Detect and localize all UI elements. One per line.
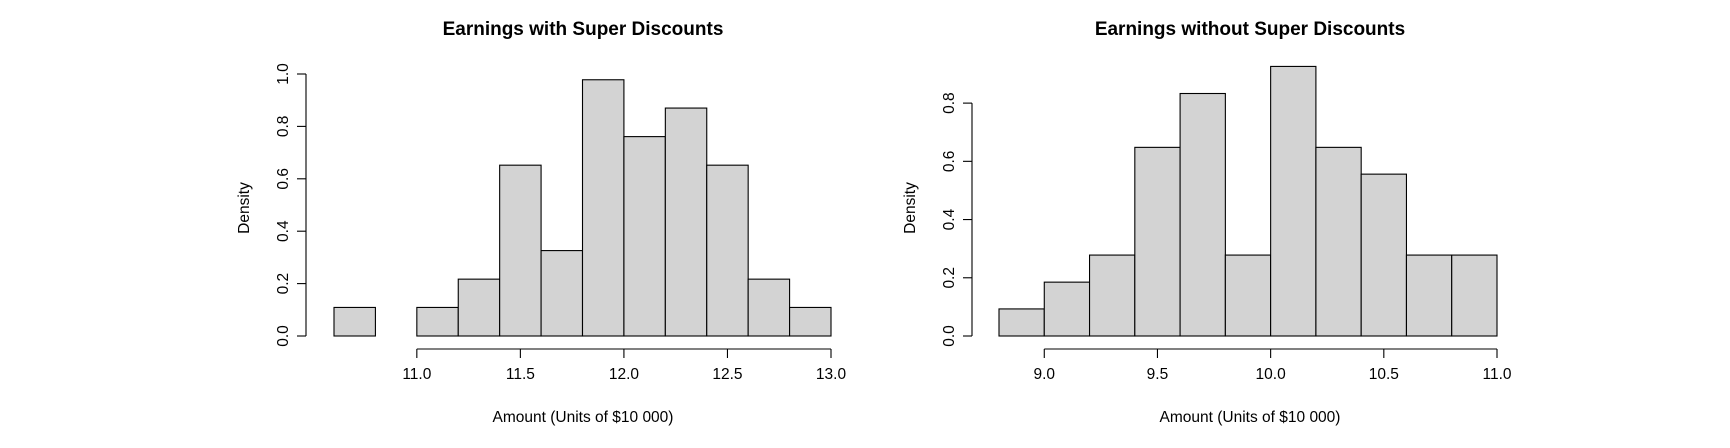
chart-title: Earnings without Super Discounts [1095, 19, 1405, 40]
y-axis: 0.0 0.2 0.4 0.6 0.8 1.0 [275, 63, 307, 347]
y-tick-label: 0.2 [941, 267, 958, 289]
histogram-bar [333, 306, 376, 337]
x-tick-label: 10.5 [1369, 366, 1399, 383]
x-tick-label: 9.0 [1033, 366, 1055, 383]
y-axis: 0.0 0.2 0.4 0.6 0.8 [941, 92, 973, 347]
x-tick-label: 12.0 [609, 366, 640, 383]
bars [333, 79, 832, 337]
histogram-bar [706, 164, 749, 337]
bars [998, 65, 1498, 337]
x-tick-label: 12.5 [712, 366, 742, 383]
histogram-panel-without-super-discounts: Earnings without Super Discounts Amount … [902, 19, 1512, 426]
histogram-bar [747, 278, 791, 337]
histogram-bar [1088, 254, 1136, 337]
histogram-bar [1451, 254, 1498, 337]
y-tick-label: 0.4 [275, 220, 292, 242]
x-tick-label: 9.5 [1147, 366, 1169, 383]
histogram-bar [499, 164, 542, 337]
x-axis: 11.0 11.5 12.0 12.5 13.0 [402, 348, 847, 383]
y-tick-label: 0.6 [941, 151, 958, 173]
y-tick-label: 0.8 [941, 92, 958, 114]
x-axis: 9.0 9.5 10.0 10.5 11.0 [1033, 348, 1512, 383]
y-tick-label: 0.0 [941, 325, 958, 347]
y-tick-label: 0.6 [275, 168, 292, 190]
x-axis-label: Amount (Units of $10 000) [1160, 409, 1341, 426]
y-tick-label: 0.8 [275, 116, 292, 138]
histogram-bar [1405, 254, 1453, 337]
histogram-bar [1179, 92, 1226, 337]
y-tick-label: 1.0 [275, 63, 292, 85]
x-tick-label: 11.5 [506, 366, 535, 383]
histogram-bar [581, 79, 625, 337]
y-tick-label: 0.0 [275, 325, 292, 347]
histogram-bar [540, 250, 584, 337]
histogram-bar [1270, 65, 1317, 337]
histogram-bar [1224, 254, 1272, 337]
histogram-bar [1360, 173, 1408, 337]
y-axis-label: Density [236, 182, 253, 234]
histogram-bar [664, 107, 708, 337]
y-tick-label: 0.4 [941, 208, 958, 230]
histogram-bar [1315, 146, 1362, 337]
chart-title: Earnings with Super Discounts [443, 19, 724, 40]
histogram-bar [789, 306, 832, 337]
histogram-bar [416, 306, 459, 337]
histogram-bar [1043, 281, 1091, 337]
histogram-panel-with-super-discounts: Earnings with Super Discounts Amount (Un… [236, 19, 846, 426]
x-axis-label: Amount (Units of $10 000) [493, 409, 674, 426]
x-tick-label: 11.0 [402, 366, 431, 383]
y-axis-label: Density [902, 182, 919, 234]
histogram-bar [457, 278, 501, 337]
histogram-bar [623, 136, 666, 337]
y-tick-label: 0.2 [275, 273, 292, 295]
histogram-bar [1134, 146, 1181, 337]
histogram-bar [998, 308, 1045, 337]
x-tick-label: 11.0 [1482, 366, 1511, 383]
x-tick-label: 10.0 [1256, 366, 1287, 383]
x-tick-label: 13.0 [816, 366, 847, 383]
